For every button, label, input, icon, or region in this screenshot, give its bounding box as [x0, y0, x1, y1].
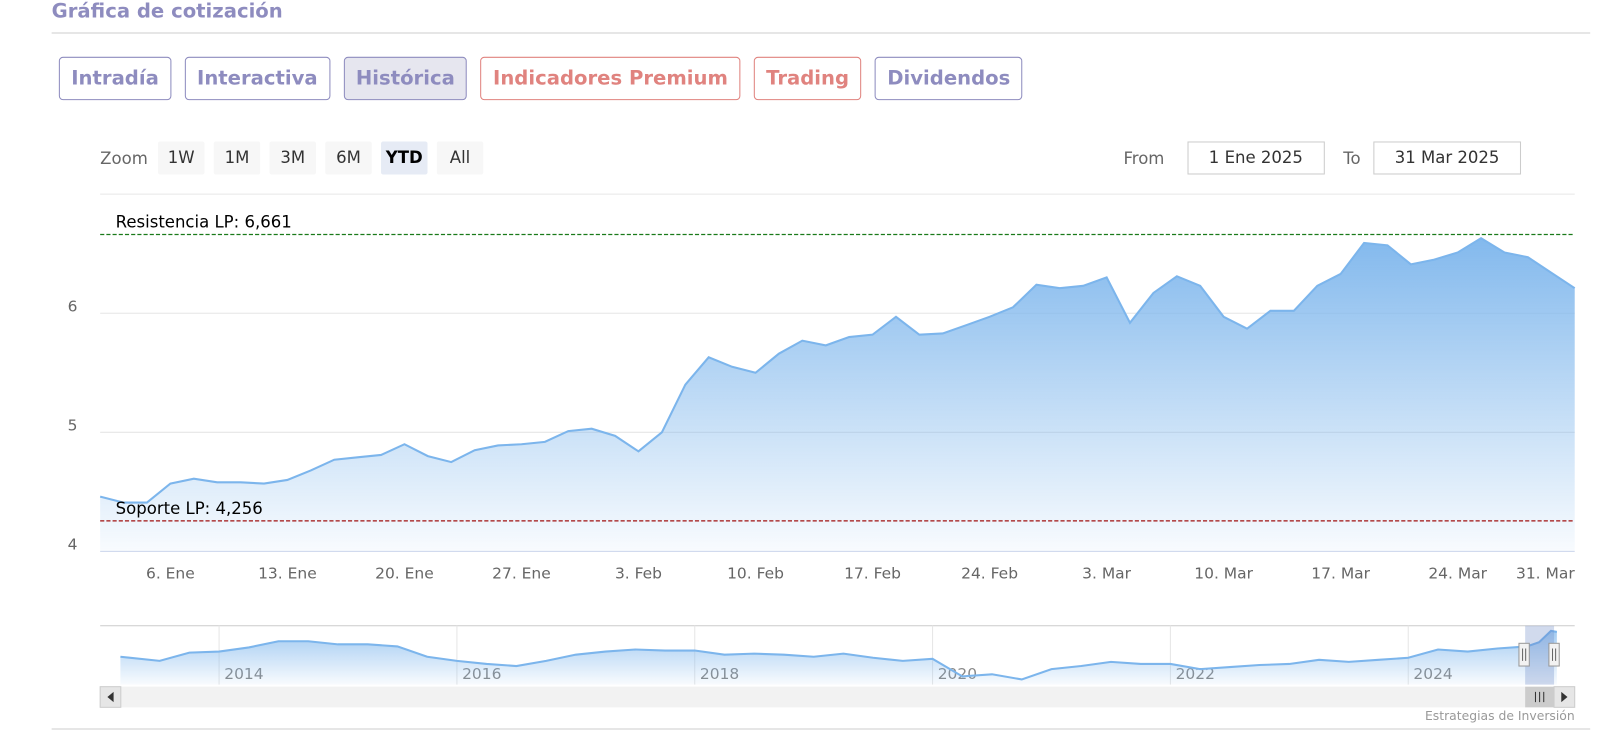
tab-button[interactable]: Histórica: [343, 56, 468, 101]
to-input[interactable]: 31 Mar 2025: [1373, 141, 1522, 175]
handle-grip: [1522, 648, 1527, 661]
x-tick-label: 3. Feb: [615, 565, 662, 583]
plot-line-label: Soporte LP: 4,256: [116, 499, 263, 518]
x-tick-label: 31. Mar: [1516, 565, 1575, 583]
plot-line-label: Resistencia LP: 6,661: [116, 213, 292, 232]
tab-button[interactable]: Indicadores Premium: [480, 56, 741, 101]
arrow-left: [107, 691, 114, 703]
x-tick-label: 27. Ene: [492, 565, 551, 583]
arrow-right: [1561, 691, 1568, 703]
to-label: To: [1343, 148, 1361, 168]
credits: Estrategias de Inversión: [1425, 708, 1575, 723]
zoom-button[interactable]: 6M: [325, 141, 372, 175]
zoom-button[interactable]: 1W: [157, 141, 205, 175]
x-tick-label: 24. Feb: [961, 565, 1018, 583]
handle-grip: [1551, 648, 1557, 661]
from-input[interactable]: 1 Ene 2025: [1187, 141, 1325, 175]
x-tick-label: 24. Mar: [1428, 565, 1487, 583]
x-tick-label: 17. Mar: [1311, 565, 1370, 583]
zoom-button[interactable]: YTD: [381, 141, 428, 175]
date-range: From 1 Ene 2025 To 31 Mar 2025: [1123, 141, 1522, 175]
from-label: From: [1123, 148, 1165, 168]
area-fill: [120, 630, 1557, 685]
x-tick-label: 3. Mar: [1082, 565, 1132, 583]
x-tick-label: 10. Feb: [727, 565, 784, 583]
y-tick-label: 6: [68, 298, 78, 316]
navigator-handle[interactable]: [1518, 642, 1530, 667]
navigator-handle[interactable]: [1548, 642, 1560, 667]
area-line: [120, 629, 1558, 681]
area-fill: [100, 238, 1575, 552]
y-tick-label: 4: [68, 536, 78, 554]
x-tick-label: 20. Ene: [375, 565, 434, 583]
x-tick-label: 10. Mar: [1194, 565, 1253, 583]
x-tick-label: 6. Ene: [146, 565, 195, 583]
x-tick-label: 13. Ene: [258, 565, 317, 583]
tab-button[interactable]: Dividendos: [874, 56, 1023, 101]
zoom-button[interactable]: 1M: [213, 141, 261, 175]
zoom-button[interactable]: 3M: [269, 141, 316, 175]
area-line: [99, 237, 1576, 504]
tab-bar: Intradía Interactiva Histórica Indicadores …: [58, 56, 1023, 101]
zoom-button[interactable]: All: [436, 141, 484, 175]
tab-button[interactable]: Intradía: [58, 56, 172, 101]
header-title: Gráfica de cotización: [51, 0, 283, 23]
zoom-selector: Zoom 1W 1M 3M 6M YTD All: [100, 141, 484, 175]
tab-button[interactable]: Interactiva: [184, 56, 331, 101]
tab-button[interactable]: Trading: [753, 56, 862, 101]
scrollbar-track: [100, 686, 1575, 708]
zoom-label: Zoom: [100, 148, 148, 168]
y-tick-label: 5: [68, 417, 78, 435]
thumb-grip: [1534, 691, 1545, 703]
x-tick-label: 17. Feb: [844, 565, 901, 583]
